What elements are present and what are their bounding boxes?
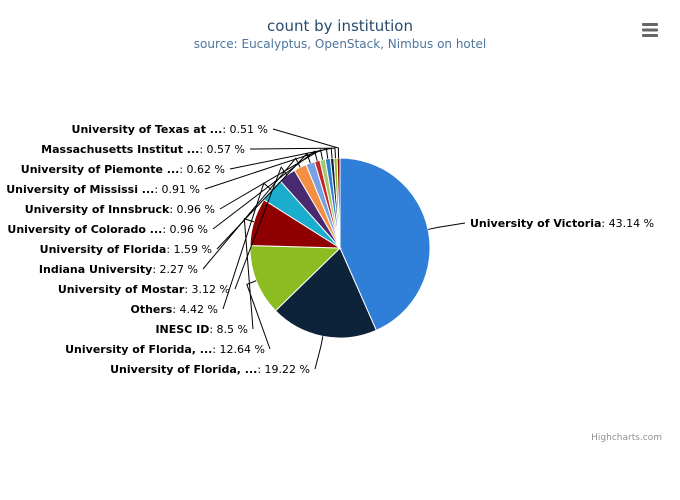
label-connectors xyxy=(202,128,466,370)
data-label-name: University of Victoria xyxy=(470,217,601,230)
data-label-7: University of Florida: 1.59 % xyxy=(40,243,212,256)
data-label-value: : 0.57 % xyxy=(199,143,245,156)
data-label-value: : 0.96 % xyxy=(162,223,208,236)
data-label-name: University of Colorado ... xyxy=(7,223,162,236)
chart-title: count by institution xyxy=(267,17,413,35)
data-label-value: : 0.91 % xyxy=(154,183,200,196)
connector-1 xyxy=(314,336,324,370)
data-label-2: University of Florida, ...: 12.64 % xyxy=(65,343,265,356)
data-label-value: : 3.12 % xyxy=(184,283,230,296)
data-label-value: : 43.14 % xyxy=(601,217,654,230)
data-label-0: University of Victoria: 43.14 % xyxy=(470,217,654,230)
data-label-name: University of Florida, ... xyxy=(110,363,257,376)
data-label-11: University of Piemonte ...: 0.62 % xyxy=(21,163,225,176)
data-label-value: : 2.27 % xyxy=(152,263,198,276)
data-label-value: : 0.96 % xyxy=(169,203,215,216)
data-label-name: Others xyxy=(130,303,172,316)
data-label-3: INESC ID: 8.5 % xyxy=(155,323,248,336)
chart-subtitle: source: Eucalyptus, OpenStack, Nimbus on… xyxy=(193,37,487,51)
connector-12 xyxy=(249,147,336,159)
data-label-4: Others: 4.42 % xyxy=(130,303,218,316)
data-label-6: Indiana University: 2.27 % xyxy=(39,263,198,276)
hamburger-menu-icon xyxy=(642,23,658,37)
connector-6 xyxy=(202,157,301,270)
data-label-value: : 19.22 % xyxy=(257,363,310,376)
data-label-name: University of Texas at ... xyxy=(72,123,223,136)
data-label-13: University of Texas at ...: 0.51 % xyxy=(72,123,268,136)
connector-2 xyxy=(246,280,271,350)
connector-13 xyxy=(272,128,340,159)
data-label-value: : 12.64 % xyxy=(212,343,265,356)
data-label-1: University of Florida, ...: 19.22 % xyxy=(110,363,310,376)
connector-3 xyxy=(243,218,255,330)
data-label-value: : 8.5 % xyxy=(209,323,248,336)
connector-0 xyxy=(427,222,466,230)
export-menu-button[interactable] xyxy=(636,18,664,42)
data-label-name: Massachusetts Institut ... xyxy=(41,143,199,156)
connector-5 xyxy=(234,166,288,290)
data-label-name: University of Mostar xyxy=(58,283,185,296)
data-label-name: University of Florida, ... xyxy=(65,343,212,356)
data-label-value: : 1.59 % xyxy=(166,243,212,256)
pie-slices xyxy=(249,157,431,339)
pie-slice-13[interactable] xyxy=(336,157,341,249)
data-label-name: University of Florida xyxy=(40,243,167,256)
data-label-name: University of Piemonte ... xyxy=(21,163,180,176)
data-label-name: University of Innsbruck xyxy=(25,203,170,216)
data-label-8: University of Colorado ...: 0.96 % xyxy=(7,223,208,236)
data-label-12: Massachusetts Institut ...: 0.57 % xyxy=(41,143,245,156)
data-label-name: Indiana University xyxy=(39,263,152,276)
data-label-name: INESC ID xyxy=(155,323,209,336)
data-label-9: University of Innsbruck: 0.96 % xyxy=(25,203,215,216)
data-labels: University of Victoria: 43.14 %Universit… xyxy=(6,123,654,376)
data-label-value: : 0.62 % xyxy=(179,163,225,176)
data-label-name: University of Mississi ... xyxy=(6,183,154,196)
data-label-value: : 0.51 % xyxy=(222,123,268,136)
data-label-value: : 4.42 % xyxy=(172,303,218,316)
pie-slice-1[interactable] xyxy=(274,247,377,339)
connector-9 xyxy=(219,149,324,210)
credits-link[interactable]: Highcharts.com xyxy=(591,433,662,443)
data-label-5: University of Mostar: 3.12 % xyxy=(58,283,230,296)
data-label-10: University of Mississi ...: 0.91 % xyxy=(6,183,200,196)
